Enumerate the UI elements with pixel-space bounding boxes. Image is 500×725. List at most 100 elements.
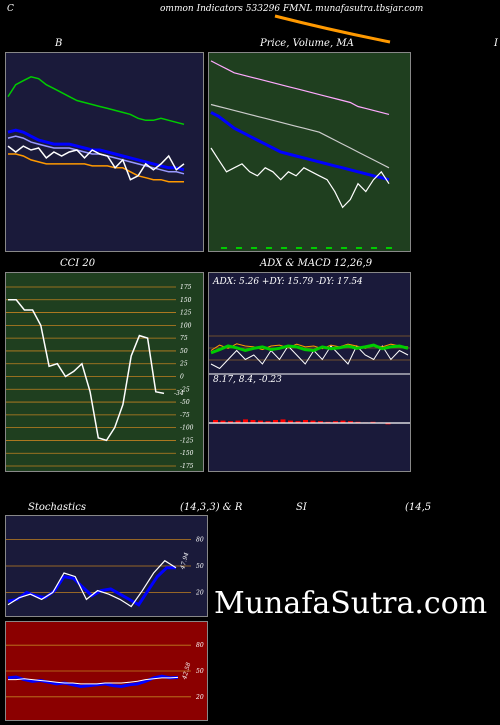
macd-bar — [220, 420, 226, 423]
stoch-blue-line — [7, 566, 176, 607]
stoch-white-line — [7, 559, 177, 608]
volume-bar — [326, 247, 332, 249]
rsi-title-right: (14,5 — [405, 502, 432, 513]
cci-tick-label: -175 — [180, 463, 194, 470]
cci-tick-label: 50 — [180, 348, 188, 355]
cci-tick-label: 150 — [180, 297, 192, 304]
volume-title-label: Volume, — [292, 38, 334, 49]
cci-title: CCI 20 — [60, 258, 96, 269]
rsi-white-line — [8, 676, 179, 685]
cci-tick-label: 75 — [180, 335, 188, 342]
rsi-chart: 80 50 20 42.58 — [6, 642, 204, 701]
right-edge-letter: I — [494, 38, 498, 49]
cci-tick-label: 175 — [180, 284, 192, 291]
volume-bar — [311, 247, 317, 249]
cci-tick-label: -50 — [180, 399, 190, 406]
bollinger-chart — [7, 76, 185, 183]
stoch-tick-label: 80 — [196, 537, 204, 544]
price-title: Price, Volume, MA — [260, 38, 354, 49]
page-title: ommon Indicators 533296 FMNL munafasutra… — [160, 4, 424, 14]
adx-title: ADX & MACD 12,26,9 — [260, 258, 373, 269]
macd-bar — [265, 421, 271, 423]
ma-title-label: MA — [336, 38, 354, 49]
volume-bar — [251, 247, 257, 249]
bollinger-series-3 — [8, 153, 184, 183]
macd-bar — [258, 420, 263, 423]
stoch-title-left: Stochastics — [28, 502, 86, 513]
price-panel — [208, 52, 411, 252]
volume-bar — [221, 247, 227, 249]
rsi-tick-label: 80 — [196, 642, 204, 649]
price-series-2 — [210, 111, 390, 182]
macd-bar — [385, 423, 391, 425]
price-chart — [210, 60, 392, 249]
bollinger-title: B — [55, 38, 63, 49]
cci-series — [8, 299, 165, 442]
macd-bar — [250, 420, 256, 423]
adx-panel: ADX: 5.26 +DY: 15.79 -DY: 17.54 8.17, 8.… — [208, 272, 411, 472]
macd-bar — [235, 420, 241, 423]
header-orange-stroke — [274, 14, 391, 44]
stoch-tick-label: 50 — [196, 563, 204, 570]
macd-bar — [310, 420, 316, 423]
volume-bar — [266, 247, 272, 249]
bollinger-series-1 — [7, 128, 185, 172]
bollinger-series-2 — [7, 135, 185, 175]
rsi-tick-label: 20 — [195, 694, 204, 701]
stoch-chart: 80 50 20 47.94 — [6, 537, 204, 608]
cci-tick-label: -75 — [180, 412, 190, 419]
macd-values: 8.17, 8.4, -0.23 — [213, 375, 282, 385]
macd-bar — [340, 420, 346, 423]
macd-bar — [280, 419, 286, 423]
rsi-title-left: SI — [296, 502, 307, 513]
rsi-tick-label: 50 — [196, 668, 204, 675]
cci-tick-label: -150 — [180, 450, 194, 457]
bollinger-series-4 — [7, 145, 185, 181]
macd-bar — [333, 421, 338, 423]
stoch-value-label: 47.94 — [179, 551, 191, 571]
cci-tick-label: -100 — [180, 425, 194, 432]
macd-bar — [243, 419, 248, 423]
price-series-3 — [210, 147, 390, 209]
macd-bar — [295, 421, 301, 423]
cci-panel: 175 150 125 100 75 50 25 0 -25 -50 -75 -100 -125 -150… — [5, 272, 204, 472]
rsi-panel: 80 50 20 42.58 — [5, 621, 208, 721]
volume-bar — [356, 247, 362, 249]
rsi-blue-line — [7, 674, 179, 689]
bollinger-series-0 — [7, 76, 185, 126]
stoch-tick-label: 20 — [195, 589, 204, 596]
watermark-text: MunafaSutra.com — [214, 586, 488, 621]
cci-tick-label: 25 — [179, 361, 188, 368]
price-series-1 — [210, 103, 390, 169]
adx-line — [210, 343, 409, 355]
volume-bar — [236, 247, 242, 249]
volume-bar — [281, 247, 287, 249]
volume-bar — [386, 247, 392, 249]
cci-tick-label: 100 — [180, 322, 192, 329]
volume-bar — [371, 247, 377, 249]
macd-bar — [273, 420, 278, 423]
cci-tick-label: 0 — [180, 374, 184, 381]
macd-bar — [303, 420, 308, 423]
header-left-letter: C — [7, 4, 14, 14]
stoch-panel: 80 50 20 47.94 — [5, 515, 208, 617]
stoch-title-right: (14,3,3) & R — [180, 502, 243, 513]
adx-macd-chart — [209, 335, 410, 425]
bollinger-panel — [5, 52, 204, 252]
volume-bar — [296, 247, 302, 249]
macd-bar — [228, 421, 233, 423]
adx-di-line — [210, 345, 409, 370]
rsi-value-label: 42.58 — [181, 662, 193, 682]
price-series-0 — [210, 60, 390, 115]
adx-values: ADX: 5.26 +DY: 15.79 -DY: 17.54 — [213, 277, 363, 287]
cci-tick-label: 125 — [180, 310, 192, 317]
cci-value-label: -34 — [174, 390, 184, 397]
macd-bar — [288, 420, 293, 423]
cci-tick-label: -25 — [180, 386, 190, 393]
orange-band — [274, 14, 391, 44]
macd-bar — [318, 421, 323, 423]
macd-bar — [213, 420, 218, 423]
cci-tick-label: -125 — [180, 437, 194, 444]
volume-bar — [341, 247, 347, 249]
macd-bar — [348, 421, 353, 423]
